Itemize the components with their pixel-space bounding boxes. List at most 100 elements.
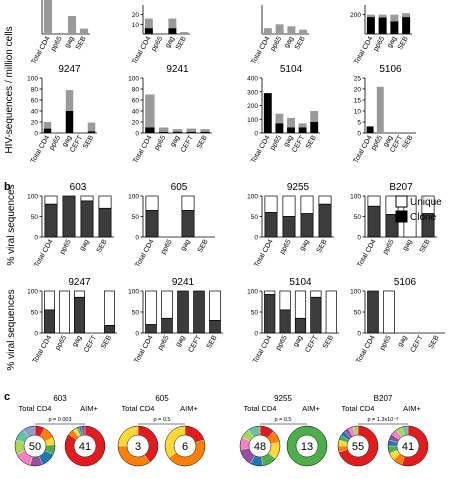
pie-outline (117, 425, 159, 467)
category-label: CEFT (188, 334, 204, 354)
legend: Unique Clone (395, 195, 442, 223)
bar-other (79, 28, 89, 34)
bar-chart-10: 9255 0 50 100 Total CD4 pp65 gag SEB (247, 182, 334, 269)
bar-other (299, 29, 308, 34)
y-tick-label: 50 (354, 310, 362, 317)
category-label: gag (64, 35, 76, 49)
bar-clone (80, 200, 94, 238)
category-label: gag (299, 238, 311, 252)
legend-clone-label: Clone (410, 212, 437, 223)
category-label: gag (180, 238, 192, 252)
bar-other (310, 111, 319, 122)
category-label: Total CD4 (134, 238, 155, 268)
pie-hole (73, 434, 97, 458)
y-tick-label: 80 (31, 87, 39, 94)
bar-clone (390, 21, 399, 34)
y-tick-label: 100 (350, 289, 361, 296)
y-tick-label: 100 (128, 76, 139, 83)
bar-unique (145, 195, 159, 211)
chart-title: 5104 (289, 277, 312, 288)
category-label: pp65 (154, 134, 168, 151)
category-label: SEB (305, 134, 318, 150)
bar-unique (264, 195, 278, 213)
pie-outline (239, 425, 281, 467)
bar-other (43, 122, 52, 129)
chart-title: 9241 (166, 64, 189, 75)
pie-label: Total CD4 (244, 404, 277, 413)
y-tick-label: 20 (354, 87, 362, 94)
bar-unique (310, 290, 322, 298)
y-tick-label: 0 (357, 131, 361, 138)
bar-clone (98, 207, 112, 238)
pie-outline (286, 425, 328, 467)
category-label: gag (79, 238, 91, 252)
y-tick-label: 20 (132, 120, 140, 127)
bar-unique (98, 195, 112, 209)
bar-clone (263, 93, 272, 133)
bar-chart-12: 9247 0 50 100 Total CD4 pp65 gag CEFT SEB (27, 277, 117, 365)
category-label: gag (61, 134, 73, 148)
bar-unique (59, 290, 70, 334)
category-label: Total CD4 (32, 334, 53, 364)
chart-title: 603 (70, 182, 87, 193)
bar-clone (264, 294, 276, 334)
bar-clone (300, 213, 314, 238)
category-label: Total CD4 (356, 238, 377, 268)
bar-clone (421, 213, 435, 238)
y-tick-label: 25 (354, 76, 362, 83)
y-tick-label: 0 (254, 331, 258, 338)
bar-clone (44, 309, 55, 334)
pie-label: Total CD4 (342, 404, 375, 413)
category-label: pp65 (269, 134, 283, 151)
category-label: SEB (402, 134, 415, 150)
y-tick-label: 400 (247, 76, 258, 83)
bar-other (186, 128, 196, 132)
y-tick-label: 0 (135, 331, 139, 338)
bar-unique (104, 290, 115, 326)
bar-clone (168, 28, 177, 34)
chart-title: 9255 (287, 182, 310, 193)
y-tick-label: 0 (135, 131, 139, 138)
y-tick-label: 100 (247, 289, 258, 296)
bar-other (54, 131, 63, 133)
bar-unique (264, 290, 276, 295)
y-tick-label: 10 (132, 22, 140, 29)
y-tick-label: 0 (357, 331, 361, 338)
bar-clone (87, 131, 96, 133)
bar-clone (43, 128, 52, 133)
category-label: pp65 (50, 35, 64, 52)
bar-unique (161, 290, 173, 319)
y-tick-label: 0 (34, 131, 38, 138)
pie-center-count: 13 (301, 441, 313, 453)
category-label: SEB (316, 238, 329, 254)
bar-clone (186, 131, 196, 133)
bar-clone (366, 126, 374, 133)
bar-other (263, 28, 272, 34)
pie-outline (64, 425, 106, 467)
pie-center-count: 50 (29, 441, 41, 453)
bar-unique (282, 195, 296, 217)
bar-unique (279, 290, 291, 311)
panel-letter-b: b (4, 181, 11, 193)
y-tick-label: 100 (247, 117, 258, 124)
category-label: gag (283, 35, 295, 49)
chart-title: 5104 (280, 64, 303, 75)
bar-other (67, 16, 77, 34)
y-tick-label: 100 (128, 289, 139, 296)
y-tick-label: 60 (31, 98, 39, 105)
y-tick-label: 50 (251, 214, 259, 221)
y-tick-label: 20 (31, 120, 39, 127)
category-label: Total CD4 (253, 238, 274, 268)
bar-chart-9: 605 0 50 100 Total CD4 pp65 gag SEB (128, 182, 215, 269)
bar-chart-8: 603 0 50 100 Total CD4 pp65 gag SEB (27, 182, 114, 269)
bar-unique (325, 290, 337, 334)
y-tick-label: 300 (247, 89, 258, 96)
category-label: CEFT (69, 134, 85, 154)
bar-other (378, 14, 387, 18)
bar-clone (402, 17, 411, 34)
pie-outline (387, 425, 429, 467)
category-label: SEB (206, 334, 219, 350)
pie-hole (23, 434, 47, 458)
bar-other (275, 113, 284, 124)
bar-chart-11: B207 0 50 100 Total CD4 pp65 gag SEB (350, 182, 437, 269)
